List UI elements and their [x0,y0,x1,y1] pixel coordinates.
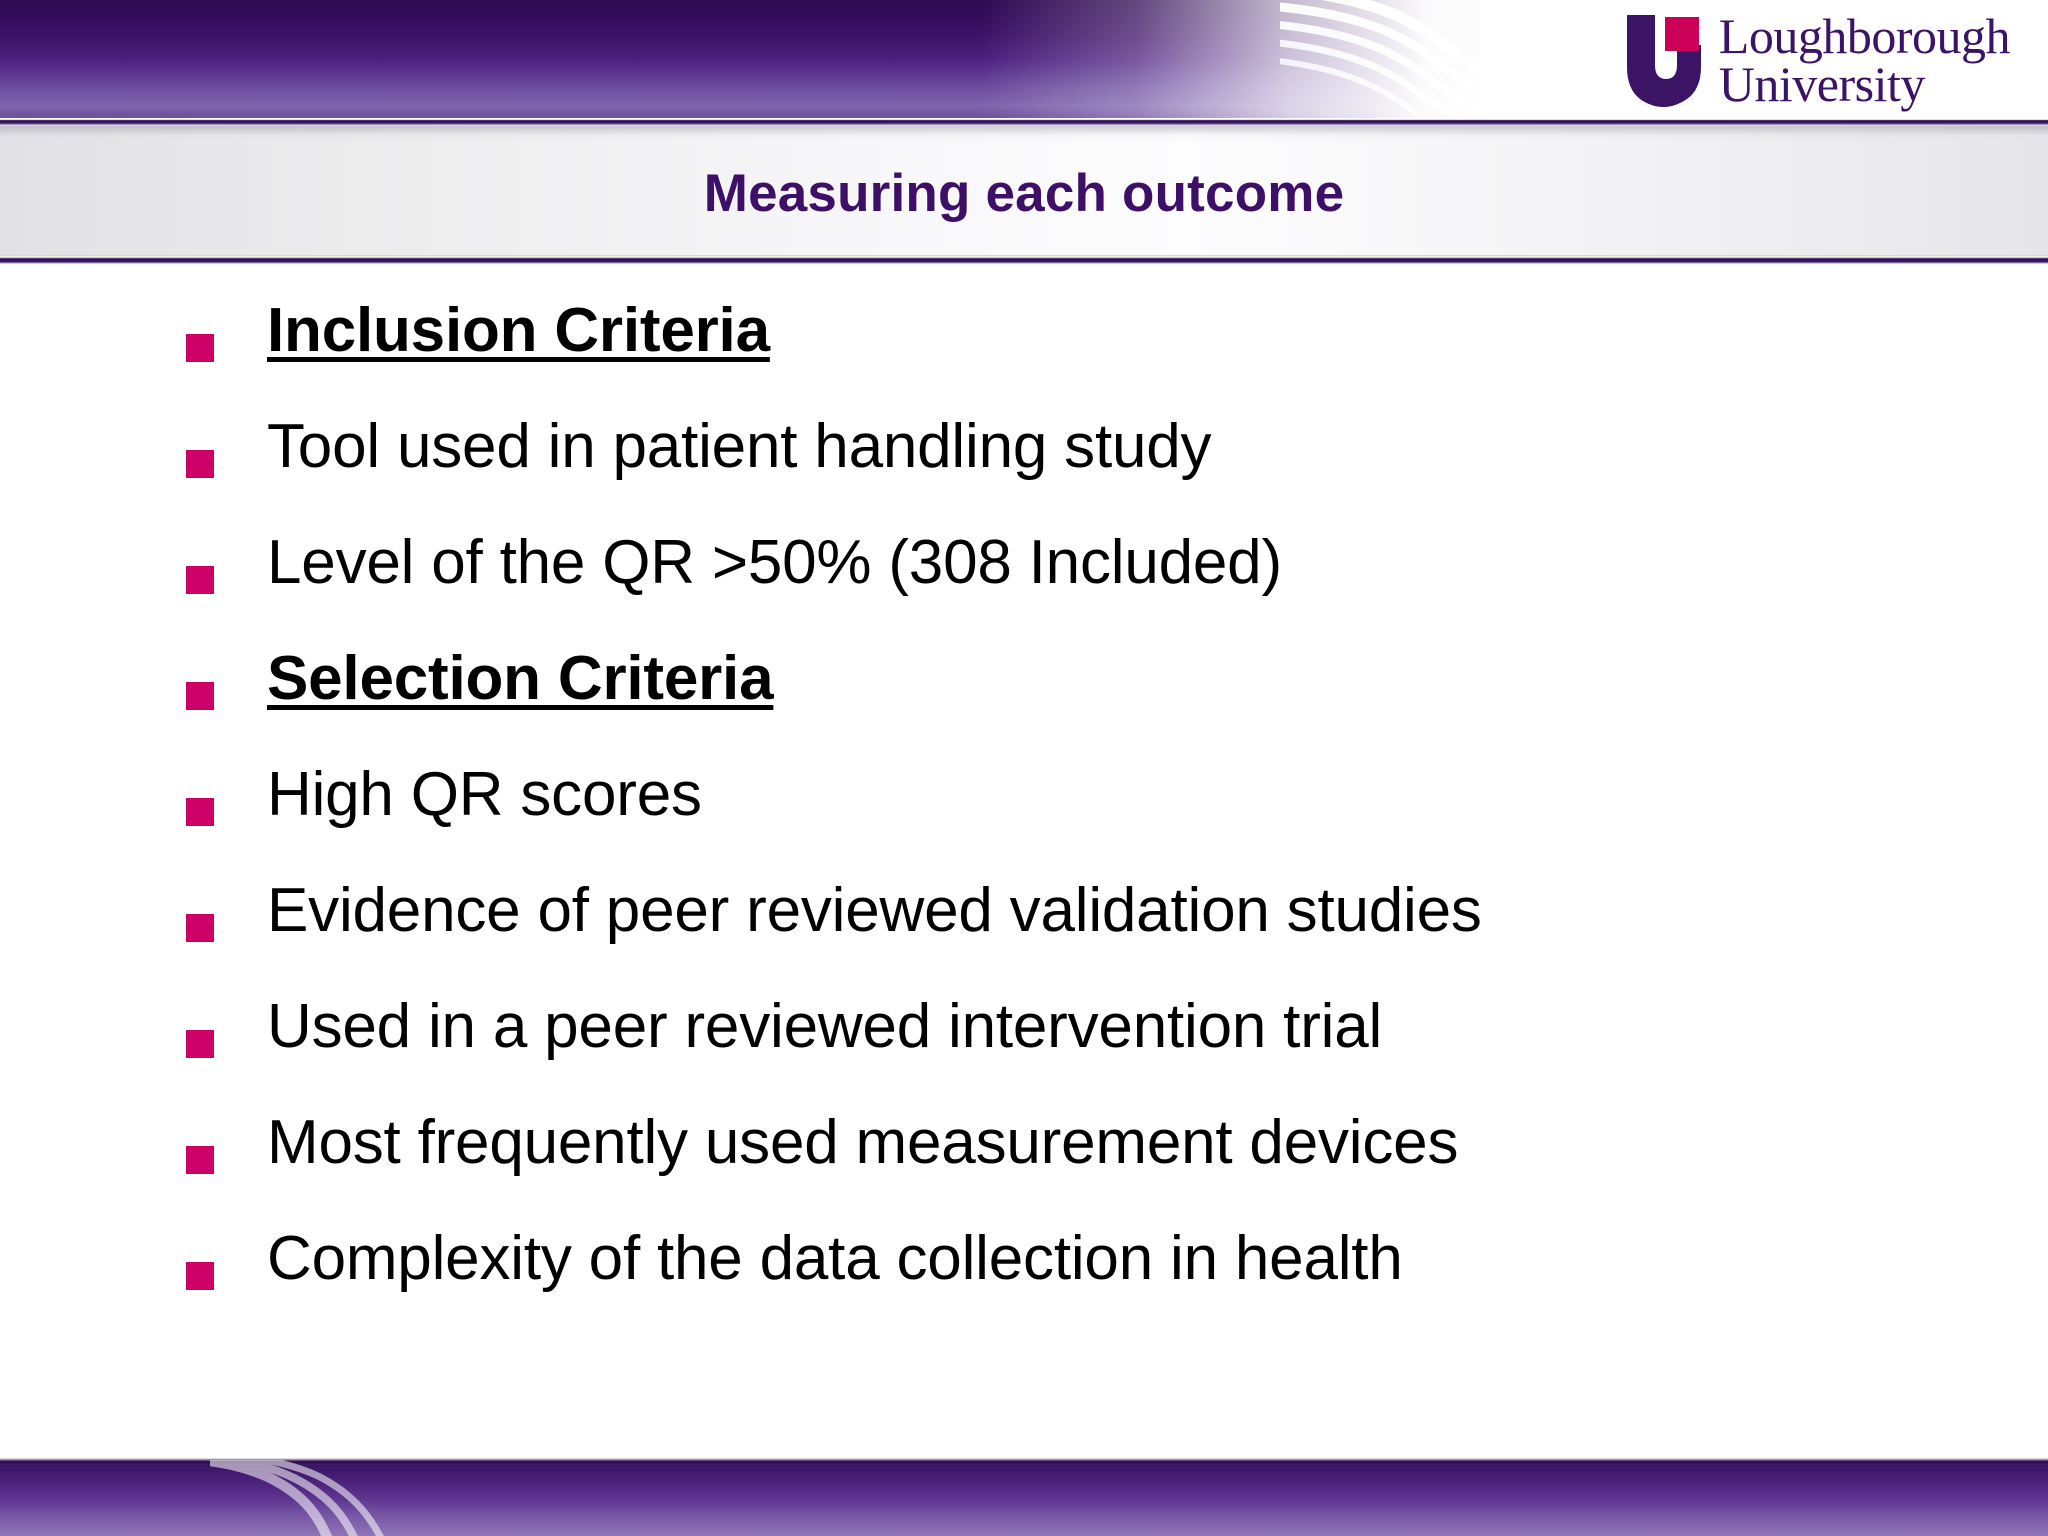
logo-line-loughborough: Loughborough [1718,8,2011,64]
square-bullet-icon [186,450,214,478]
ribbon-swoosh-decoration [1280,0,1586,124]
bullet-item-3: Selection Criteria [186,646,1988,762]
square-bullet-icon [186,682,214,710]
bullet-item-1: Tool used in patient handling study [186,414,1988,530]
square-bullet-icon [186,914,214,942]
bullet-label: Evidence of peer reviewed validation stu… [267,876,1482,945]
square-bullet-icon [186,1262,214,1290]
bullet-label: Selection Criteria [267,644,774,713]
bullet-label: Used in a peer reviewed intervention tri… [267,992,1383,1061]
slide-header-band: Loughborough University [0,0,2048,124]
title-bar-shadow [0,126,2048,142]
header-fade-overlay [980,0,1540,124]
header-white-area [1500,0,2048,124]
footer-purple-gradient [0,1465,2048,1536]
slide-footer-band [0,1458,2048,1536]
bullet-item-5: Evidence of peer reviewed validation stu… [186,878,1988,994]
square-bullet-icon [186,334,214,362]
header-underline-rule [0,118,2048,126]
bullet-item-8: Complexity of the data collection in hea… [186,1226,1988,1342]
footer-ribbon-swoosh-decoration [210,1460,384,1536]
bullet-item-7: Most frequently used measurement devices [186,1110,1988,1226]
bullet-label: High QR scores [267,760,702,829]
bullet-label: Most frequently used measurement devices [267,1108,1459,1177]
square-bullet-icon [186,798,214,826]
slide-title-bar: Measuring each outcome [0,126,2048,262]
bullet-label: Complexity of the data collection in hea… [267,1224,1403,1293]
slide-title: Measuring each outcome [703,163,1345,223]
bullet-item-2: Level of the QR >50% (308 Included) [186,530,1988,646]
logo-wordmark: Loughborough University [1718,8,2011,112]
bullet-label: Tool used in patient handling study [267,412,1212,481]
logo-line-university: University [1718,56,1926,112]
bullet-item-4: High QR scores [186,762,1988,878]
bullet-item-0: Inclusion Criteria [186,298,1988,414]
bullet-item-6: Used in a peer reviewed intervention tri… [186,994,1988,1110]
title-divider-rule [0,255,2048,264]
bullet-label: Inclusion Criteria [267,296,770,365]
footer-top-rule [0,1458,2048,1467]
square-bullet-icon [186,1030,214,1058]
square-bullet-icon [186,566,214,594]
loughborough-shield-icon [1625,13,1703,107]
slide-body-content: Inclusion Criteria Tool used in patient … [0,276,2048,1454]
bullet-label: Level of the QR >50% (308 Included) [267,528,1282,597]
square-bullet-icon [186,1146,214,1174]
loughborough-university-logo: Loughborough University [1625,8,2011,112]
